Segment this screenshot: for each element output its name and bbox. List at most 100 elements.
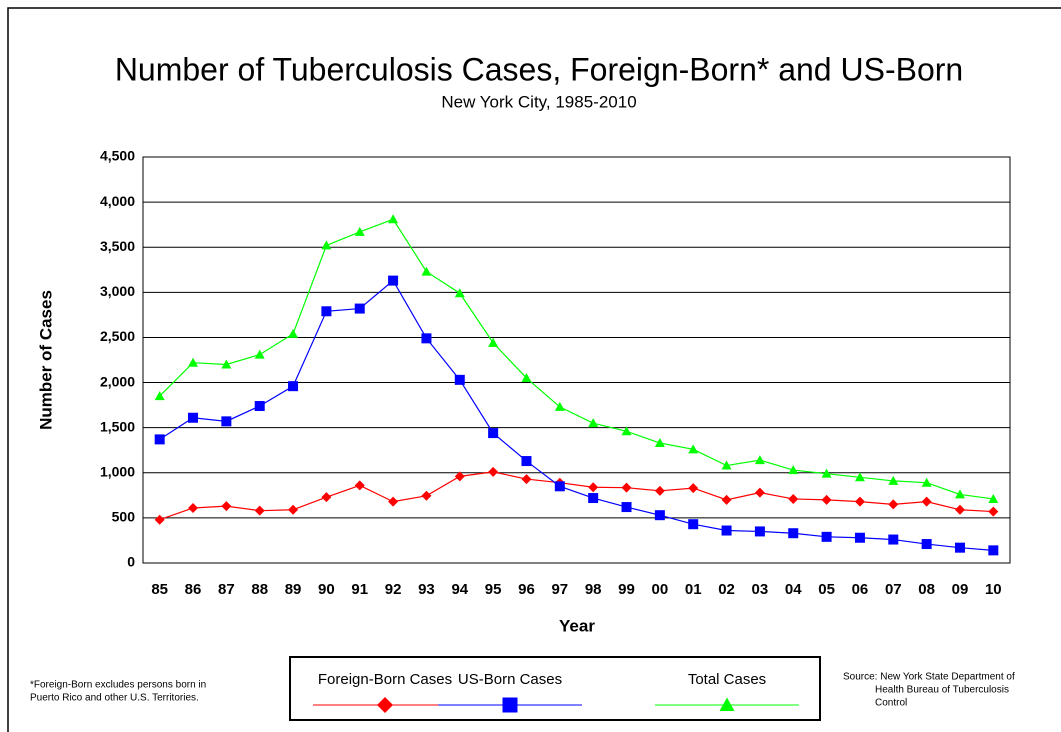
marker — [354, 226, 365, 236]
x-tick-label: 03 — [752, 581, 769, 598]
x-tick-label: 01 — [685, 581, 702, 598]
marker — [888, 534, 899, 545]
y-tick-label: 2,000 — [100, 373, 135, 389]
x-tick-label: 96 — [518, 581, 535, 598]
frame — [7, 7, 1061, 732]
marker — [854, 472, 865, 482]
marker — [454, 374, 465, 385]
marker — [354, 480, 365, 491]
marker — [788, 528, 799, 539]
plot-border — [142, 156, 1011, 564]
marker — [588, 493, 599, 504]
y-tick-label: 3,500 — [100, 238, 135, 254]
marker — [954, 504, 965, 515]
y-tick-label: 3,000 — [100, 283, 135, 299]
marker — [488, 428, 499, 439]
series-line — [159, 218, 994, 500]
x-tick-label: 06 — [852, 581, 869, 598]
marker — [854, 496, 865, 507]
y-tick-label: 4,000 — [100, 193, 135, 209]
marker — [788, 493, 799, 504]
marker — [654, 510, 665, 521]
marker — [388, 275, 399, 286]
marker — [454, 471, 465, 482]
y-tick-label: 500 — [112, 509, 136, 525]
marker — [288, 381, 299, 392]
x-tick-label: 92 — [385, 581, 402, 598]
x-tick-label: 97 — [551, 581, 568, 598]
marker — [888, 499, 899, 510]
marker — [921, 539, 932, 550]
marker — [521, 456, 532, 467]
marker — [754, 487, 765, 498]
x-tick-label: 10 — [985, 581, 1002, 598]
marker — [654, 485, 665, 496]
legend-label: Total Cases — [688, 671, 766, 688]
marker — [921, 477, 932, 487]
x-tick-label: 88 — [251, 581, 268, 598]
x-tick-label: 89 — [285, 581, 302, 598]
marker — [254, 505, 265, 516]
marker — [754, 526, 765, 537]
x-tick-label: 08 — [918, 581, 935, 598]
marker — [188, 357, 199, 367]
marker — [988, 493, 999, 503]
marker — [821, 494, 832, 505]
marker — [188, 412, 199, 423]
legend-label: US-Born Cases — [458, 671, 562, 688]
y-axis-label: Number of Cases — [36, 290, 55, 430]
marker — [621, 426, 632, 436]
marker — [688, 483, 699, 494]
y-tick-label: 4,500 — [100, 148, 135, 164]
chart-subtitle: New York City, 1985-2010 — [441, 92, 636, 111]
marker — [321, 306, 332, 317]
marker — [821, 531, 832, 542]
marker — [588, 482, 599, 493]
marker — [454, 288, 465, 298]
marker — [421, 266, 432, 276]
marker — [721, 525, 732, 536]
marker — [654, 438, 665, 448]
x-tick-label: 87 — [218, 581, 235, 598]
x-tick-label: 94 — [451, 581, 468, 598]
marker — [221, 501, 232, 512]
marker — [588, 418, 599, 428]
marker — [721, 460, 732, 470]
marker — [554, 401, 565, 411]
marker — [321, 240, 332, 250]
marker — [821, 468, 832, 478]
marker — [288, 504, 299, 515]
marker — [221, 359, 232, 369]
x-tick-label: 99 — [618, 581, 635, 598]
marker — [154, 434, 165, 445]
marker — [688, 444, 699, 454]
source: Source: New York State Department of — [843, 672, 1015, 683]
marker — [188, 502, 199, 513]
marker — [421, 333, 432, 344]
x-axis-label: Year — [559, 616, 595, 635]
y-tick-label: 1,500 — [100, 418, 135, 434]
x-tick-label: 86 — [185, 581, 202, 598]
marker — [621, 502, 632, 513]
marker — [688, 519, 699, 530]
legend-label: Foreign-Born Cases — [318, 671, 452, 688]
x-tick-label: 91 — [351, 581, 368, 598]
x-tick-label: 93 — [418, 581, 435, 598]
marker — [854, 532, 865, 543]
chart-title: Number of Tuberculosis Cases, Foreign-Bo… — [115, 51, 963, 87]
marker — [721, 494, 732, 505]
marker — [288, 328, 299, 338]
x-tick-label: 00 — [652, 581, 669, 598]
x-tick-label: 85 — [151, 581, 168, 598]
source: Health Bureau of Tuberculosis — [875, 685, 1009, 696]
marker — [154, 514, 165, 525]
x-tick-label: 07 — [885, 581, 902, 598]
x-tick-label: 98 — [585, 581, 602, 598]
marker — [988, 545, 999, 556]
marker — [488, 337, 499, 347]
marker — [621, 482, 632, 493]
legend-marker — [377, 697, 393, 713]
marker — [521, 474, 532, 485]
marker — [754, 455, 765, 465]
